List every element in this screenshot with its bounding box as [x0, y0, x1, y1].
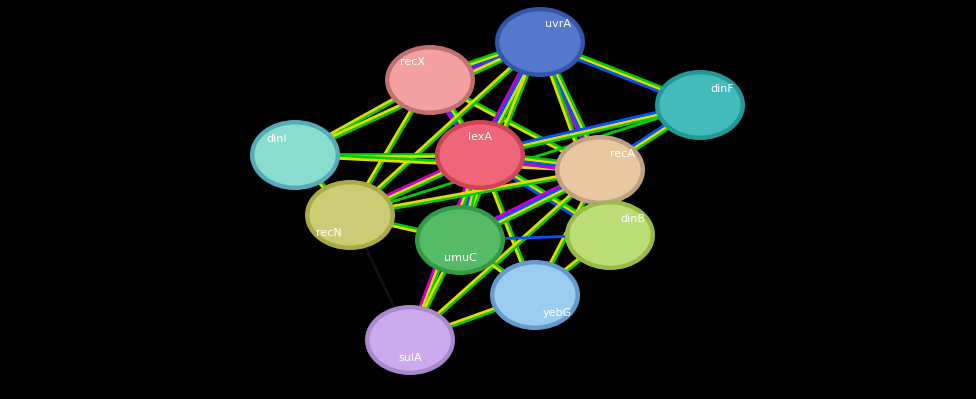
- Text: sulA: sulA: [398, 353, 422, 363]
- Text: lexA: lexA: [468, 132, 492, 142]
- Ellipse shape: [418, 208, 502, 272]
- Text: yebG: yebG: [543, 308, 572, 318]
- Ellipse shape: [415, 205, 505, 275]
- Ellipse shape: [305, 180, 395, 250]
- Text: dinI: dinI: [266, 134, 287, 144]
- Ellipse shape: [250, 120, 340, 190]
- Ellipse shape: [658, 73, 742, 137]
- Ellipse shape: [435, 120, 525, 190]
- Ellipse shape: [253, 123, 337, 187]
- Ellipse shape: [438, 123, 522, 187]
- Ellipse shape: [498, 10, 582, 74]
- Text: recA: recA: [610, 149, 635, 159]
- Ellipse shape: [368, 308, 452, 372]
- Text: uvrA: uvrA: [545, 19, 571, 29]
- Ellipse shape: [385, 45, 475, 115]
- Ellipse shape: [565, 200, 655, 270]
- Ellipse shape: [495, 7, 585, 77]
- Ellipse shape: [365, 305, 455, 375]
- Ellipse shape: [388, 48, 472, 112]
- Text: recN: recN: [316, 228, 342, 238]
- Ellipse shape: [493, 263, 577, 327]
- Ellipse shape: [555, 135, 645, 205]
- Text: dinF: dinF: [710, 84, 734, 94]
- Text: umuC: umuC: [443, 253, 476, 263]
- Ellipse shape: [655, 70, 745, 140]
- Text: dinB: dinB: [620, 214, 645, 224]
- Ellipse shape: [308, 183, 392, 247]
- Ellipse shape: [568, 203, 652, 267]
- Ellipse shape: [558, 138, 642, 202]
- Text: recX: recX: [400, 57, 425, 67]
- Ellipse shape: [490, 260, 580, 330]
